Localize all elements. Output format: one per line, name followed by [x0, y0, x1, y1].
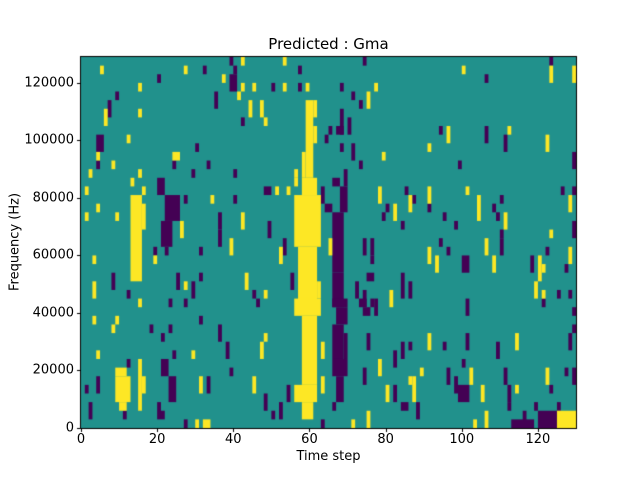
x-tick-label: 100 [449, 432, 475, 447]
x-tick-label: 20 [148, 432, 166, 447]
x-tick-label: 80 [377, 432, 394, 447]
chart-title: Predicted : Gma [268, 35, 389, 53]
x-axis-label: Time step [296, 449, 361, 464]
y-tick-label: 120000 [24, 75, 74, 91]
y-tick-label: 60000 [32, 247, 74, 263]
y-tick-label: 0 [65, 420, 74, 436]
x-tick-label: 40 [225, 432, 242, 447]
y-tick-label: 100000 [24, 132, 74, 148]
x-tick-label: 60 [301, 432, 318, 447]
x-tick-label: 120 [525, 432, 551, 447]
y-axis-label: Frequency (Hz) [7, 192, 23, 292]
y-tick-label: 20000 [32, 362, 74, 378]
x-tick-label: 0 [76, 432, 86, 447]
y-tick-label: 40000 [32, 305, 74, 321]
y-tick-label: 80000 [32, 190, 74, 206]
